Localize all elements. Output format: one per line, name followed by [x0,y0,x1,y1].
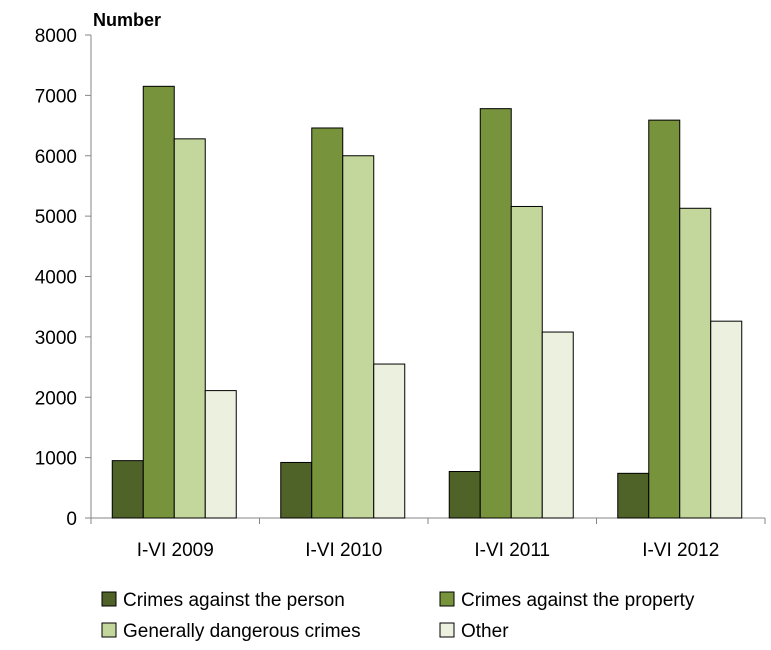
bar-other-i-vi-2009 [204,390,237,519]
bar-other-i-vi-2011 [541,331,574,519]
legend-label-other: Other [461,621,509,642]
bar-crimes-against-the-person-i-vi-2012 [617,472,650,519]
y-tick-label: 1000 [35,449,77,470]
y-tick-label: 4000 [35,268,77,289]
bar-crimes-against-the-property-i-vi-2011 [479,108,512,519]
legend-label-crimes-against-the-person: Crimes against the person [123,590,345,611]
legend-label-generally-dangerous-crimes: Generally dangerous crimes [123,621,361,642]
tick-labels: 0 1000 2000 3000 4000 5000 6000 7000 8000 I-VI 20… [35,26,720,561]
bar-crimes-against-the-person-i-vi-2009 [111,460,144,519]
legend-label-crimes-against-the-property: Crimes against the property [461,590,695,611]
bar-crimes-against-the-person-i-vi-2010 [280,461,313,519]
legend-swatch-crimes-against-the-person [101,591,117,607]
legend-swatch-generally-dangerous-crimes [101,622,117,638]
legend-swatch-other [439,622,455,638]
y-tick-label: 2000 [35,388,77,409]
bar-generally-dangerous-crimes-i-vi-2009 [173,138,206,519]
legend-swatch-crimes-against-the-property [439,591,455,607]
y-tick-label: 7000 [35,86,77,107]
x-tick-label: I-VI 2009 [137,540,214,561]
bar-generally-dangerous-crimes-i-vi-2011 [510,205,543,519]
bar-crimes-against-the-property-i-vi-2010 [311,127,344,519]
bar-crimes-against-the-property-i-vi-2009 [142,85,175,519]
bar-crimes-against-the-person-i-vi-2011 [448,471,481,519]
bar-other-i-vi-2012 [710,320,743,519]
y-tick-label: 5000 [35,207,77,228]
y-tick-label: 0 [66,509,77,530]
y-tick-label: 8000 [35,26,77,47]
y-tick-label: 6000 [35,147,77,168]
bar-generally-dangerous-crimes-i-vi-2010 [342,155,375,519]
x-tick-label: I-VI 2010 [305,540,382,561]
bar-other-i-vi-2010 [373,363,406,519]
bar-generally-dangerous-crimes-i-vi-2012 [679,207,712,519]
legend: Crimes against the person Crimes against … [101,590,695,642]
x-tick-label: I-VI 2011 [474,540,550,561]
y-unit-label: Number [93,10,161,30]
bar-crimes-against-the-property-i-vi-2012 [648,119,681,519]
bars [111,85,743,519]
x-tick-label: I-VI 2012 [642,540,719,561]
y-tick-label: 3000 [35,328,77,349]
